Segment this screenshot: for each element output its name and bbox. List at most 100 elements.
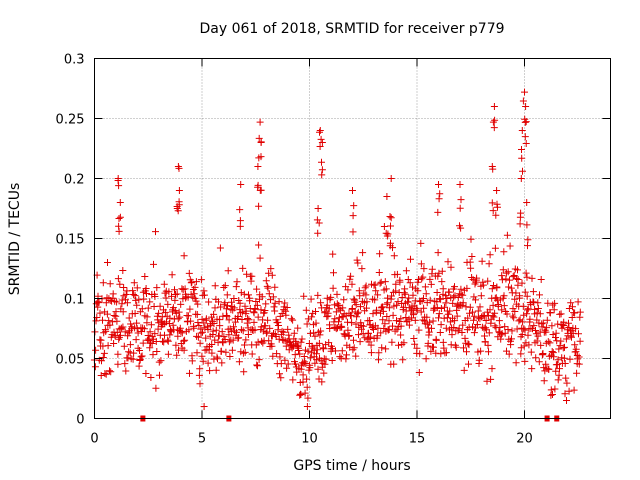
data-point (271, 283, 279, 291)
data-point (316, 128, 323, 136)
data-point (135, 296, 143, 304)
data-point (113, 298, 121, 306)
data-point (569, 303, 576, 311)
data-point (287, 315, 295, 323)
data-point (459, 321, 467, 329)
data-point (162, 294, 170, 302)
data-point (150, 260, 157, 268)
data-point (172, 341, 180, 349)
data-point (488, 199, 496, 207)
data-point (489, 118, 497, 126)
data-point (565, 305, 573, 312)
data-point (509, 312, 517, 320)
data-point (417, 260, 425, 268)
data-point (473, 274, 481, 282)
data-point (169, 321, 177, 329)
data-point (433, 304, 441, 312)
data-point (254, 362, 261, 370)
data-point (454, 294, 462, 301)
data-point (423, 313, 431, 321)
data-point (196, 339, 204, 347)
data-point (501, 323, 509, 331)
data-point (143, 313, 151, 321)
data-point (426, 275, 434, 283)
data-point (557, 310, 565, 318)
data-point (375, 356, 382, 364)
data-point (397, 331, 405, 339)
y-tick-labels: 0 0.05 0.1 0.15 0.2 0.25 0.3 (56, 53, 85, 428)
data-point (479, 281, 487, 289)
data-point (224, 302, 231, 310)
data-point (198, 352, 206, 360)
data-point (324, 309, 332, 317)
data-point (491, 309, 499, 317)
data-point (194, 319, 202, 326)
data-point (457, 196, 465, 204)
data-point (104, 342, 112, 350)
data-point (163, 318, 170, 326)
data-point (303, 383, 311, 391)
data-point (362, 291, 370, 299)
data-point (576, 308, 584, 316)
data-point (212, 366, 220, 374)
data-point (451, 283, 458, 291)
data-point (126, 341, 134, 349)
data-point (466, 258, 474, 266)
data-point (281, 356, 289, 364)
data-point (158, 319, 166, 327)
data-point (283, 364, 291, 372)
data-point (135, 362, 143, 370)
data-point (173, 290, 181, 298)
data-point (230, 295, 238, 302)
data-point (218, 359, 226, 367)
data-point (575, 360, 583, 368)
data-point (348, 319, 356, 327)
data-point (422, 290, 430, 298)
data-point (235, 334, 243, 342)
data-point (420, 295, 427, 302)
data-point (130, 279, 138, 287)
data-point (187, 317, 195, 325)
data-point (310, 329, 318, 337)
data-point (497, 331, 505, 339)
data-point (356, 338, 364, 346)
data-point (241, 341, 248, 349)
data-point (312, 308, 319, 315)
data-point (373, 306, 380, 314)
data-point (534, 332, 542, 340)
data-point (322, 355, 330, 363)
x-axis-label: GPS time / hours (293, 458, 410, 474)
data-point (511, 295, 519, 303)
data-point (146, 298, 154, 306)
data-point (470, 316, 477, 324)
data-point (490, 103, 498, 110)
data-point (447, 341, 455, 349)
data-point (282, 342, 290, 350)
data-point (350, 202, 358, 210)
data-point (321, 308, 329, 316)
data-point (257, 186, 265, 194)
data-point (186, 369, 193, 377)
data-point (166, 331, 174, 339)
data-point (294, 324, 302, 332)
data-point (533, 337, 541, 345)
data-point (201, 291, 208, 299)
data-point (99, 316, 106, 324)
data-point (220, 284, 228, 291)
data-point (518, 127, 526, 134)
data-point (383, 313, 391, 320)
data-point (348, 280, 356, 288)
data-point (382, 285, 390, 293)
data-point (523, 221, 531, 229)
data-point (312, 319, 320, 327)
data-point (143, 290, 150, 297)
data-point (209, 327, 217, 335)
data-point (102, 370, 110, 378)
data-point (284, 360, 292, 368)
data-point (178, 329, 186, 337)
data-point (277, 360, 285, 368)
data-point (155, 309, 163, 317)
data-point (175, 308, 183, 316)
data-point (400, 303, 408, 311)
data-point (196, 365, 204, 373)
